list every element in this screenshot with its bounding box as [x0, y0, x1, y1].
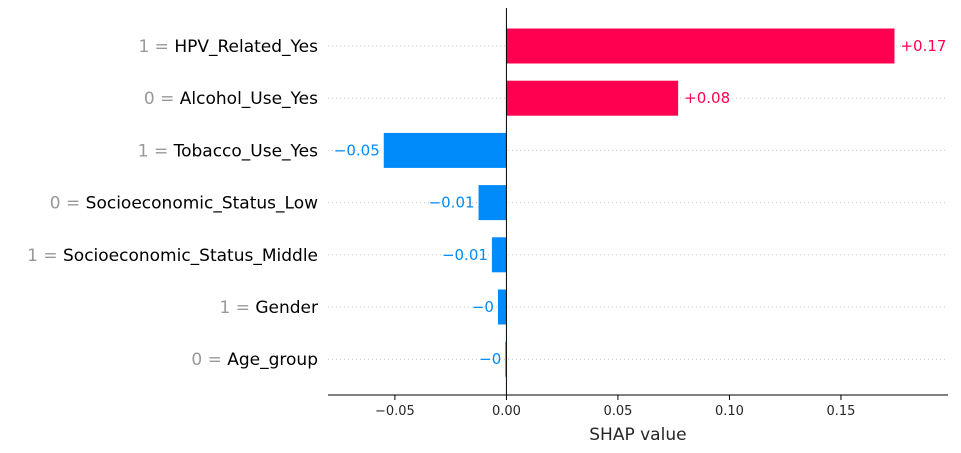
feature-value: 1 =	[219, 298, 255, 318]
feature-label: 0 = Socioeconomic_Status_Low	[50, 194, 318, 214]
value-label: −0	[479, 350, 501, 368]
feature-value: 1 =	[27, 246, 63, 266]
value-label: −0	[472, 298, 494, 316]
feature-value: 0 =	[50, 194, 86, 214]
x-tick-label: 0.05	[603, 404, 632, 419]
value-label: −0.01	[429, 194, 475, 212]
feature-name: Age_group	[227, 350, 318, 370]
x-tick-label: −0.05	[375, 404, 415, 419]
feature-value: 0 =	[191, 350, 227, 370]
feature-label: 1 = Gender	[219, 298, 318, 318]
feature-name: Socioeconomic_Status_Low	[86, 194, 318, 214]
feature-name: Tobacco_Use_Yes	[173, 141, 319, 161]
feature-value: 1 =	[138, 141, 174, 161]
feature-name: Gender	[255, 298, 318, 318]
x-axis-title: SHAP value	[589, 425, 686, 445]
value-label: −0.05	[334, 141, 380, 159]
bar	[506, 80, 679, 116]
value-label: +0.08	[684, 89, 730, 107]
feature-name: Alcohol_Use_Yes	[180, 89, 318, 109]
feature-value: 1 =	[138, 37, 174, 57]
feature-label: 1 = Tobacco_Use_Yes	[138, 141, 318, 161]
bar	[491, 237, 507, 273]
feature-label: 0 = Age_group	[191, 350, 318, 370]
bars	[383, 28, 895, 377]
bar	[478, 185, 507, 221]
feature-label: 1 = HPV_Related_Yes	[138, 37, 318, 57]
bar	[383, 132, 507, 168]
value-label: −0.01	[442, 246, 488, 264]
value-labels: +0.17 +0.08 −0.05 −0.01 −0.01 −0 −0	[334, 37, 947, 368]
x-tick-label: 0.15	[826, 404, 855, 419]
bar	[497, 289, 507, 325]
feature-labels: 1 = HPV_Related_Yes 0 = Alcohol_Use_Yes 1 …	[27, 37, 318, 370]
feature-label: 1 = Socioeconomic_Status_Middle	[27, 246, 318, 266]
bar	[505, 341, 507, 377]
feature-value: 0 =	[144, 89, 180, 109]
value-label: +0.17	[900, 37, 946, 55]
x-tick-label: 0.00	[492, 404, 521, 419]
x-tick-label: 0.10	[715, 404, 744, 419]
feature-name: Socioeconomic_Status_Middle	[63, 246, 318, 266]
x-axis: −0.05 0.00 0.05 0.10 0.15	[328, 394, 948, 419]
feature-name: HPV_Related_Yes	[174, 37, 318, 57]
bar	[506, 28, 895, 64]
feature-label: 0 = Alcohol_Use_Yes	[144, 89, 318, 109]
